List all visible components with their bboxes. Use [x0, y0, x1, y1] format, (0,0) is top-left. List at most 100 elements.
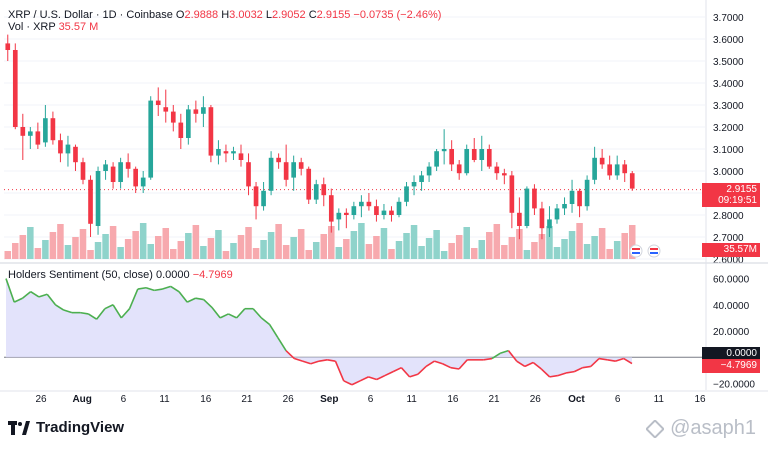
high-label: H	[221, 9, 230, 21]
candle-body	[607, 164, 612, 176]
candle-body	[50, 118, 56, 141]
candle-body	[148, 100, 154, 178]
volume-bar	[222, 251, 230, 259]
sentiment-line-segment	[260, 317, 271, 326]
time-tick-label: 16	[447, 394, 459, 405]
volume-bar	[613, 241, 621, 259]
candle-body	[381, 210, 387, 215]
volume-bar	[252, 248, 260, 259]
volume-bar	[343, 239, 350, 259]
volume-bar	[27, 227, 34, 259]
low-value: 2.9052	[272, 9, 306, 21]
candle-body	[65, 144, 71, 154]
candle-body	[125, 162, 131, 169]
volume-bar	[147, 244, 154, 259]
candle-body	[208, 107, 214, 156]
time-tick-label: 16	[694, 394, 706, 405]
candle-body	[419, 175, 424, 182]
sentiment-line-segment	[384, 370, 394, 377]
sentiment-line-segment	[540, 368, 551, 378]
candle-body	[374, 206, 379, 215]
candle-body	[12, 50, 18, 127]
time-tick-label: 16	[200, 394, 212, 405]
sentiment-line-segment	[63, 309, 73, 314]
volume-bar	[275, 224, 282, 259]
volume-bar	[328, 226, 335, 259]
volume-bar	[102, 234, 109, 259]
watermark-icon	[646, 419, 665, 438]
sentiment-line-segment	[252, 308, 262, 319]
sentiment-line-segment	[532, 361, 542, 370]
candle-body	[238, 153, 244, 160]
time-tick-label: 21	[489, 394, 501, 405]
volume-bar	[200, 246, 207, 259]
candle-body	[201, 107, 206, 114]
volume-bar	[49, 232, 57, 259]
sentiment-line-segment	[302, 360, 312, 365]
sentiment-line-segment	[409, 373, 419, 378]
candle-body	[88, 179, 93, 224]
time-tick-label: Oct	[568, 394, 585, 405]
time-tick-label: Sep	[320, 394, 338, 405]
time-tick-label: 6	[615, 394, 621, 405]
sentiment-line-segment	[162, 285, 171, 290]
sentiment-line-segment	[38, 293, 48, 298]
candle-body	[366, 201, 372, 207]
sentiment-line-segment	[499, 349, 509, 355]
volume-bar	[79, 229, 87, 259]
volume-bar	[139, 223, 147, 259]
time-tick-label: 6	[121, 394, 127, 405]
volume-bar	[64, 245, 72, 259]
tradingview-logo[interactable]: TradingView	[8, 419, 124, 436]
candle-body	[389, 210, 394, 215]
volume-bar	[508, 237, 516, 259]
candle-body	[5, 43, 11, 50]
price-tick-label: 3.3000	[713, 101, 744, 112]
sentiment-line-segment	[557, 372, 567, 377]
volume-bar	[546, 226, 553, 259]
sentiment-line-segment	[318, 359, 328, 362]
candle-body	[103, 164, 108, 171]
candle-body	[118, 162, 123, 182]
candle-body	[577, 190, 582, 207]
candle-body	[441, 149, 447, 152]
volume-bar	[260, 240, 267, 259]
volume-bar	[388, 249, 395, 259]
sentiment-line-segment	[236, 308, 246, 319]
candle-body	[517, 212, 522, 226]
volume-bar	[4, 251, 12, 259]
volume-bar	[403, 233, 410, 259]
volume-bar	[365, 244, 373, 259]
candle-body	[562, 204, 567, 209]
open-value: 2.9888	[184, 9, 219, 21]
sentiment-line-segment	[516, 360, 526, 368]
candle-body	[95, 171, 101, 226]
watermark: @asaph1	[646, 417, 756, 440]
volume-bar	[230, 243, 237, 259]
sentiment-tick-label: 60.0000	[713, 275, 750, 286]
sentiment-line-segment	[13, 297, 23, 303]
sentiment-line-segment	[154, 288, 163, 292]
sentiment-line-segment	[615, 357, 625, 362]
price-tick-label: 3.0000	[713, 167, 744, 178]
sentiment-line-segment	[450, 366, 460, 370]
volume-bar	[117, 247, 124, 259]
candle-body	[261, 190, 266, 207]
sentiment-line-segment	[392, 366, 402, 373]
candle-body	[351, 206, 357, 215]
volume-bar	[433, 230, 440, 259]
symbol-title: XRP / U.S. Dollar · 1D · Coinbase	[8, 9, 173, 21]
candle-body	[110, 166, 116, 182]
sentiment-line-segment	[359, 376, 369, 382]
sentiment-line-segment	[368, 376, 377, 381]
sentiment-line-segment	[211, 306, 221, 319]
us-flag-icon	[647, 244, 661, 258]
volume-bar	[425, 238, 433, 259]
volume-bar	[109, 226, 117, 259]
sentiment-line-segment	[434, 360, 443, 365]
candle-body	[170, 111, 176, 123]
sentiment-line-segment	[491, 352, 501, 360]
candle-body	[396, 201, 402, 215]
